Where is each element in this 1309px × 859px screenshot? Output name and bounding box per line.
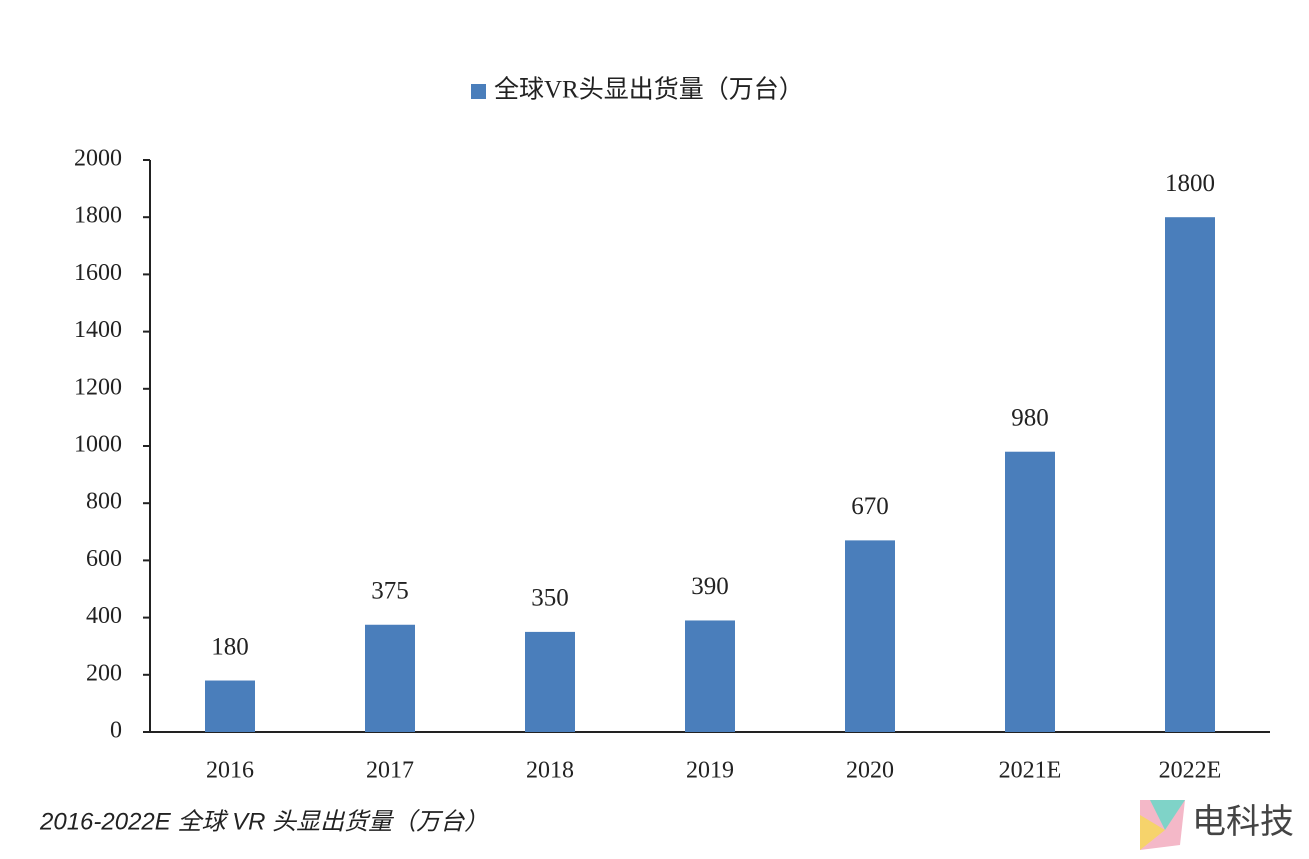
data-label: 670 — [851, 493, 889, 520]
y-tick-label: 1200 — [74, 374, 122, 400]
bar — [845, 540, 895, 732]
y-tick-label: 1600 — [74, 260, 122, 286]
y-tick-label: 1000 — [74, 432, 122, 458]
x-tick-label: 2016 — [206, 758, 254, 784]
y-tick-label: 200 — [86, 660, 122, 686]
logo-shape — [1140, 815, 1165, 850]
logo-shape — [1150, 800, 1185, 830]
bar — [525, 631, 575, 732]
data-label: 1800 — [1165, 170, 1215, 197]
legend-label: 全球VR头显出货量（万台） — [494, 76, 804, 104]
y-tick-label: 0 — [110, 718, 122, 744]
watermark-logo — [1140, 800, 1185, 850]
bar — [205, 680, 255, 732]
y-tick-label: 800 — [86, 489, 122, 515]
y-tick-label: 1800 — [74, 203, 122, 229]
legend-swatch — [471, 84, 486, 99]
watermark: 电科技 — [1192, 803, 1294, 841]
bar — [1165, 217, 1215, 732]
data-label: 180 — [211, 633, 249, 660]
y-tick-label: 1400 — [74, 317, 122, 343]
x-tick-label: 2022E — [1159, 758, 1222, 784]
data-label: 350 — [531, 585, 569, 612]
y-tick-label: 600 — [86, 546, 122, 572]
y-tick-label: 400 — [86, 603, 122, 629]
bar — [365, 624, 415, 732]
x-tick-label: 2018 — [526, 758, 574, 784]
caption: 2016-2022E 全球 VR 头显出货量（万台） — [39, 808, 488, 835]
bar — [1005, 451, 1055, 732]
y-tick-label: 2000 — [74, 146, 122, 172]
x-tick-label: 2019 — [686, 758, 734, 784]
x-tick-label: 2017 — [366, 758, 414, 784]
x-tick-label: 2021E — [999, 758, 1062, 784]
data-label: 375 — [371, 577, 409, 604]
data-label: 390 — [691, 573, 729, 600]
x-tick-label: 2020 — [846, 758, 894, 784]
data-label: 980 — [1011, 404, 1049, 431]
bar — [685, 620, 735, 732]
